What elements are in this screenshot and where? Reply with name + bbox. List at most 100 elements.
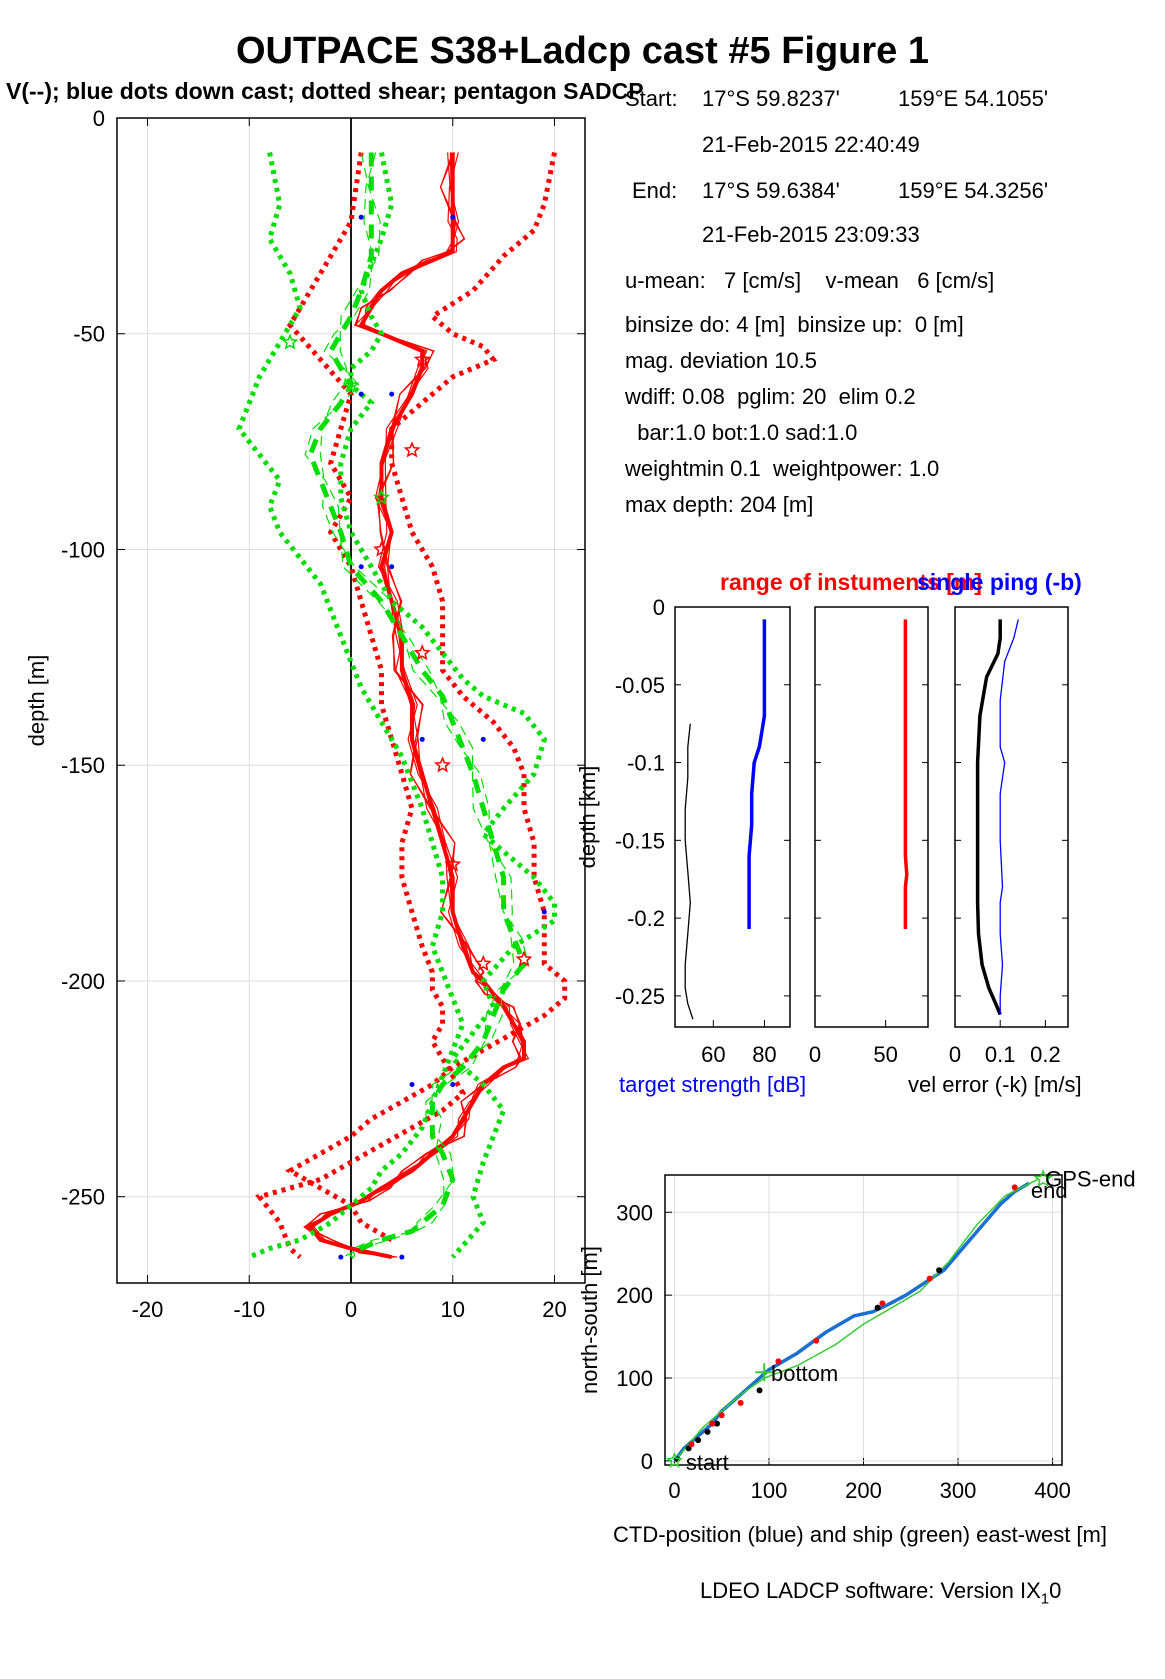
start-label: Start: — [625, 86, 678, 111]
downcast-dot — [358, 214, 364, 220]
tick-label-x: 20 — [542, 1297, 566, 1322]
pos-tick-label-x: 100 — [751, 1478, 788, 1503]
panel-tick-label-x: 0 — [949, 1042, 961, 1067]
downcast-dot — [358, 564, 364, 570]
tick-label-y: -200 — [61, 969, 105, 994]
tick-label-x: -10 — [233, 1297, 265, 1322]
pos-red-dot — [813, 1337, 820, 1344]
CTD-position-track-line — [673, 1181, 1030, 1462]
pos-label-bottom: bottom — [771, 1361, 838, 1386]
pos-red-dot — [709, 1420, 716, 1427]
tick-label-y: -100 — [61, 537, 105, 562]
downcast-dot — [389, 564, 395, 570]
panel-tick-label-y: -0.05 — [615, 673, 665, 698]
pos-red-dot — [775, 1358, 782, 1365]
pos-x-axis-label: CTD-position (blue) and ship (green) eas… — [613, 1522, 1107, 1547]
pos-y-axis-label: north-south [m] — [577, 1246, 602, 1394]
panel-tick-label-x: 50 — [873, 1042, 897, 1067]
panel-profile-line — [747, 619, 767, 929]
pos-black-dot — [874, 1304, 881, 1311]
max-depth: max depth: 204 [m] — [625, 492, 814, 517]
sadcp-star-marker — [474, 954, 492, 971]
figure-subtitle: V(--); blue dots down cast; dotted shear… — [6, 78, 644, 104]
start-star-marker — [665, 1451, 683, 1469]
pos-black-dot — [756, 1387, 763, 1394]
pos-black-dot — [713, 1420, 720, 1427]
end-lon: 159°E 54.3256' — [898, 178, 1049, 203]
sadcp-star-marker — [373, 488, 391, 505]
downcast-dot — [450, 1082, 456, 1088]
u-profile-thin-line — [303, 152, 522, 1258]
pos-tick-label-x: 400 — [1034, 1478, 1071, 1503]
sadcp-star-marker — [373, 540, 391, 557]
downcast-dot — [358, 391, 364, 397]
tick-label-y: -250 — [61, 1185, 105, 1210]
pos-red-dot — [879, 1300, 886, 1307]
downcast-dot — [480, 736, 486, 742]
tick-label-x: 0 — [345, 1297, 357, 1322]
pos-label-end: end — [1031, 1178, 1068, 1203]
panel-frame — [814, 606, 929, 1028]
pos-tick-label-x: 200 — [845, 1478, 882, 1503]
downcast-dot — [541, 909, 547, 915]
pos-tick-label-y: 100 — [616, 1366, 653, 1391]
downcast-dot — [419, 736, 425, 742]
pos-red-dot — [688, 1441, 695, 1448]
panel-tick-label-x: 60 — [701, 1042, 725, 1067]
u-profile-thin-line — [310, 152, 527, 1258]
u-mean-line — [307, 152, 526, 1260]
panel-tick-label-x: 80 — [752, 1042, 776, 1067]
tick-label-x: 10 — [440, 1297, 464, 1322]
panel-profile-line — [684, 723, 694, 1020]
panel-tick-label-x: 0.1 — [985, 1042, 1016, 1067]
panel-tick-label-y: 0 — [653, 595, 665, 620]
panel-tick-label-y: -0.2 — [627, 906, 665, 931]
panel-frame — [674, 606, 791, 1028]
pos-red-dot — [737, 1399, 744, 1406]
sadcp-star-marker — [413, 350, 431, 367]
sadcp-star-marker — [342, 376, 360, 393]
v-shear-dotted-line — [338, 152, 557, 1259]
panel-y-axis-label: depth [km] — [575, 766, 600, 869]
pos-red-dot — [926, 1275, 933, 1282]
pos-tick-label-y: 200 — [616, 1283, 653, 1308]
pos-tick-label-x: 0 — [668, 1478, 680, 1503]
pos-tick-label-y: 0 — [641, 1449, 653, 1474]
panel-tick-label-x: 0.2 — [1030, 1042, 1061, 1067]
panel-title-single-ping: single ping (-b) — [917, 569, 1082, 595]
panel-tick-label-y: -0.25 — [615, 984, 665, 1009]
panel-profile-line — [999, 619, 1019, 1015]
software-footer: LDEO LADCP software: Version IX10 — [700, 1578, 1062, 1608]
downcast-dot — [409, 1082, 415, 1088]
start-lon: 159°E 54.1055' — [898, 86, 1049, 111]
axes-frame — [116, 117, 586, 1284]
pos-red-dot — [718, 1412, 725, 1419]
bar-info: bar:1.0 bot:1.0 sad:1.0 — [625, 420, 858, 445]
downcast-dot — [389, 391, 395, 397]
sadcp-star-marker — [403, 441, 421, 458]
downcast-dot — [450, 214, 456, 220]
sadcp-star-marker — [281, 333, 299, 350]
sadcp-star-marker — [413, 644, 431, 661]
tick-label-y: 0 — [93, 106, 105, 131]
pos-tick-label-y: 300 — [616, 1200, 653, 1225]
pos-black-dot — [936, 1267, 943, 1274]
pos-axes-frame — [664, 1174, 1063, 1466]
pos-black-dot — [704, 1428, 711, 1435]
end-lat: 17°S 59.6384' — [702, 178, 840, 203]
u-shear-dotted-line — [284, 152, 568, 1243]
panel-profile-line — [903, 619, 909, 929]
downcast-dot — [338, 1254, 344, 1260]
panel-tick-label-y: -0.1 — [627, 751, 665, 776]
weight-info: weightmin 0.1 weightpower: 1.0 — [625, 456, 940, 481]
panel-tick-label-y: -0.15 — [615, 828, 665, 853]
gps-end-star-marker — [1033, 1169, 1053, 1188]
start-lat: 17°S 59.8237' — [702, 86, 840, 111]
panel-profile-line — [975, 619, 1002, 1016]
tick-label-y: -50 — [73, 322, 105, 347]
ship-track-line — [673, 1178, 1039, 1462]
mag-deviation: mag. deviation 10.5 — [625, 348, 818, 373]
wdiff-info: wdiff: 0.08 pglim: 20 elim 0.2 — [625, 384, 916, 409]
u-shear-dotted-line — [255, 152, 467, 1260]
